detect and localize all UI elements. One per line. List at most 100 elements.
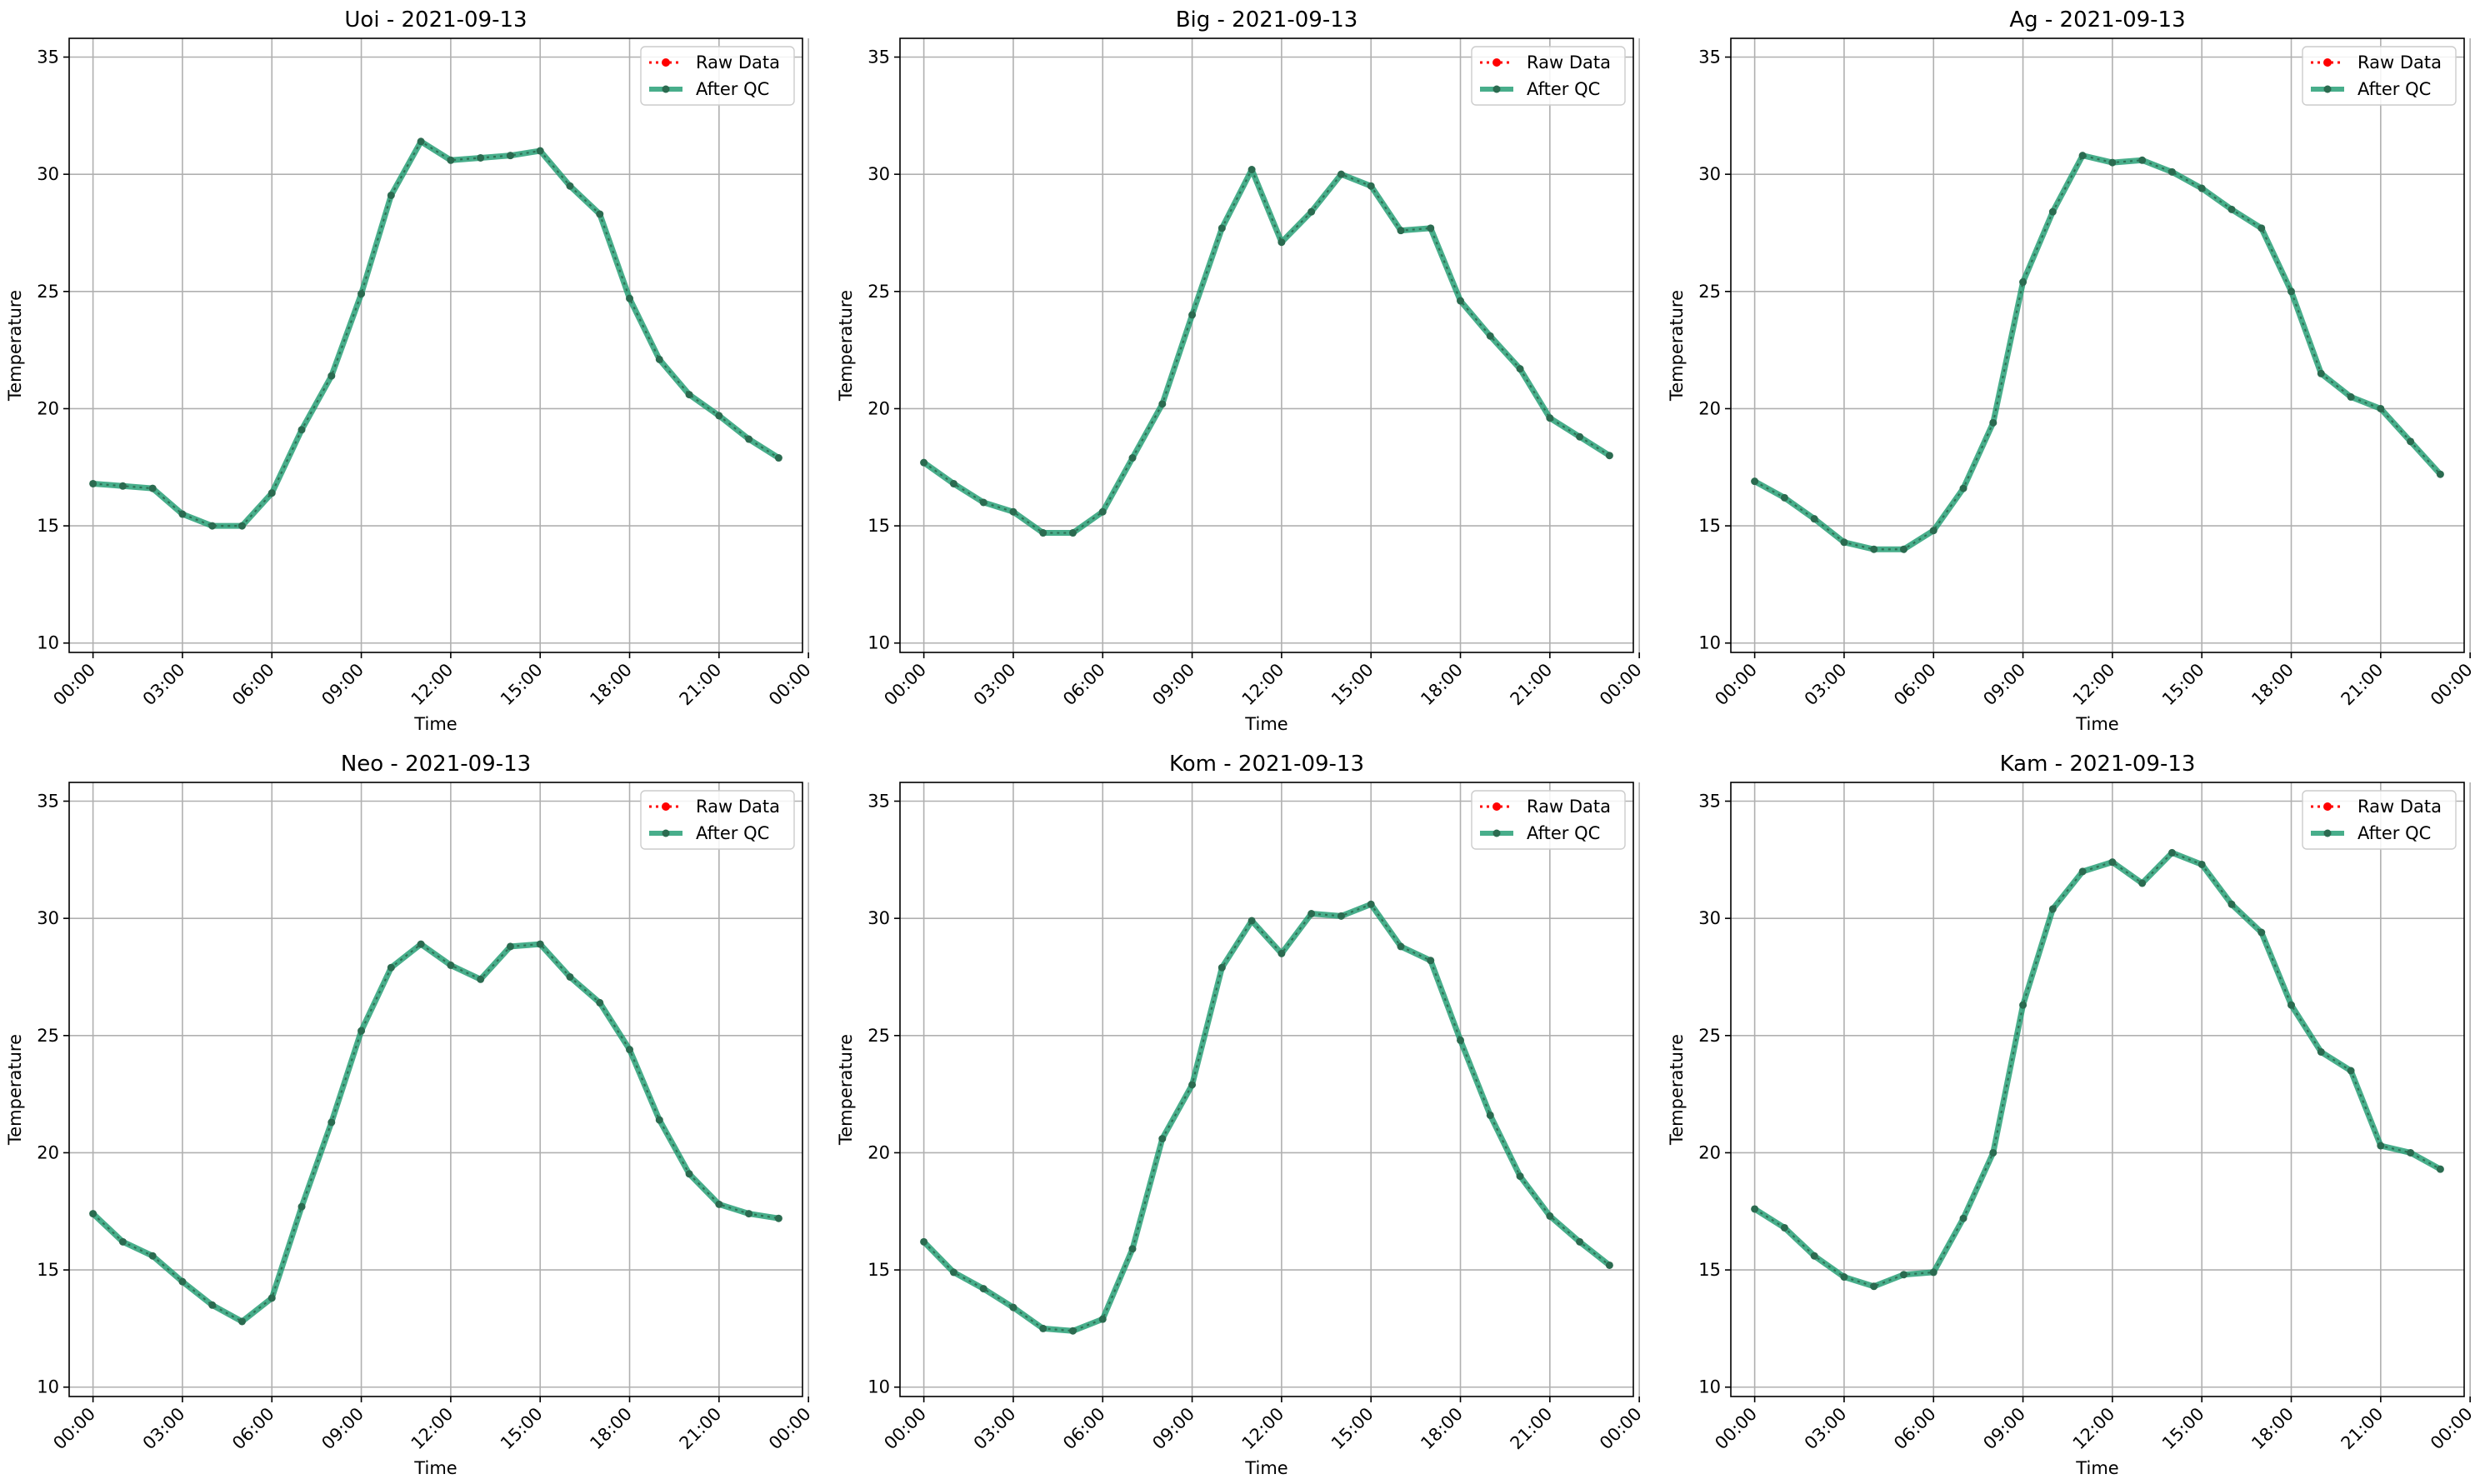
chart-title: Uoi - 2021-09-13	[344, 7, 527, 32]
data-point-raw-data	[1369, 902, 1373, 907]
x-tick-label: 00:00	[765, 660, 815, 710]
data-point-raw-data	[2081, 870, 2084, 873]
x-tick-label: 18:00	[1417, 660, 1467, 710]
axes-frame	[68, 37, 803, 653]
data-point-raw-data	[2111, 161, 2114, 164]
x-tick-label: 00:00	[1596, 660, 1646, 710]
y-tick-label: 15	[37, 516, 59, 536]
data-point-raw-data	[1309, 210, 1313, 213]
data-point-raw-data	[2170, 851, 2174, 855]
data-point-raw-data	[1250, 919, 1253, 922]
legend-label-raw-data: Raw Data	[2358, 797, 2442, 817]
series-line-after-qc	[922, 901, 1612, 1334]
x-tick-label: 12:00	[2069, 1404, 2119, 1454]
data-point-raw-data	[1428, 958, 1432, 962]
y-tick-label: 15	[868, 1260, 890, 1280]
data-point-raw-data	[1071, 1329, 1075, 1333]
y-tick-label: 35	[868, 792, 890, 812]
y-tick-label: 15	[37, 1260, 59, 1280]
x-tick-label: 12:00	[2069, 660, 2119, 710]
data-point-raw-data	[2111, 860, 2114, 864]
legend: Raw Data After QC	[2302, 790, 2457, 850]
data-point-raw-data	[538, 149, 542, 152]
data-point-raw-data	[1369, 184, 1373, 188]
data-point-raw-data	[1902, 547, 1906, 552]
data-point-raw-data	[1902, 1272, 1906, 1277]
y-tick-label: 30	[37, 164, 59, 184]
x-tick-label: 09:00	[318, 1404, 368, 1454]
x-tick-label: 12:00	[408, 1404, 458, 1454]
data-point-raw-data	[508, 153, 512, 157]
data-point-raw-data	[982, 1287, 985, 1291]
data-point-raw-data	[1309, 912, 1313, 916]
y-tick-label: 25	[868, 1026, 890, 1046]
data-point-raw-data	[2200, 187, 2204, 190]
data-point-raw-data	[2021, 1003, 2025, 1007]
legend-marker-raw-data	[2323, 802, 2332, 811]
series-line-after-qc	[92, 138, 781, 529]
data-point-raw-data	[508, 945, 512, 948]
x-tick-label: 15:00	[497, 660, 547, 710]
legend-marker-after-qc	[662, 829, 670, 837]
y-tick-label: 35	[868, 47, 890, 67]
data-point-raw-data	[718, 1202, 721, 1207]
x-tick-label: 15:00	[2158, 660, 2208, 710]
y-tick-label: 30	[1698, 164, 1721, 184]
data-point-raw-data	[1842, 540, 1846, 544]
data-point-raw-data	[1932, 1271, 1936, 1274]
y-tick-label: 10	[37, 1377, 59, 1397]
data-point-raw-data	[329, 374, 333, 377]
data-point-raw-data	[2379, 1144, 2382, 1147]
axes-frame	[1730, 37, 2465, 653]
data-point-raw-data	[1428, 227, 1432, 230]
data-point-raw-data	[240, 524, 244, 527]
y-axis-label: Temperature	[5, 290, 25, 402]
chart-title: Ag - 2021-09-13	[2009, 7, 2185, 32]
data-point-raw-data	[628, 1047, 632, 1052]
y-tick-label: 30	[868, 164, 890, 184]
data-point-raw-data	[2140, 158, 2144, 162]
chart-panel: 10 15 20 25 30 35 00:00 03:00 06:00 09:00 12:00 15:…	[1667, 7, 2477, 734]
y-tick-label: 20	[868, 1142, 890, 1162]
data-point-raw-data	[952, 1271, 956, 1274]
data-point-raw-data	[1548, 416, 1552, 420]
x-tick-label: 18:00	[586, 1404, 636, 1454]
data-point-raw-data	[2259, 227, 2263, 230]
data-point-raw-data	[1041, 1327, 1045, 1331]
y-tick-label: 10	[1698, 1377, 1721, 1397]
data-point-raw-data	[1399, 228, 1402, 232]
data-point-raw-data	[1250, 167, 1253, 172]
x-axis-label: Time	[413, 1458, 457, 1478]
x-tick-label: 12:00	[1238, 1404, 1288, 1454]
legend-marker-raw-data	[662, 58, 670, 67]
data-point-raw-data	[1220, 227, 1224, 230]
y-axis-label: Temperature	[5, 1034, 25, 1146]
data-point-raw-data	[658, 357, 662, 362]
data-point-raw-data	[210, 524, 214, 527]
x-tick-label: 06:00	[1059, 1404, 1109, 1454]
x-tick-label: 09:00	[1148, 1404, 1198, 1454]
data-point-raw-data	[777, 456, 781, 460]
data-point-raw-data	[2319, 1050, 2323, 1054]
x-tick-label: 03:00	[139, 660, 189, 710]
data-point-raw-data	[478, 977, 482, 982]
legend: Raw Data After QC	[640, 790, 795, 850]
data-point-raw-data	[1458, 299, 1462, 302]
x-tick-label: 21:00	[676, 660, 726, 710]
data-point-raw-data	[2081, 153, 2084, 157]
y-tick-label: 25	[868, 282, 890, 302]
chart-title: Kom - 2021-09-13	[1169, 752, 1364, 777]
legend-label-raw-data: Raw Data	[696, 52, 780, 72]
x-tick-label: 09:00	[1979, 1404, 2029, 1454]
data-point-raw-data	[270, 1297, 274, 1300]
data-point-raw-data	[2289, 1003, 2293, 1007]
x-tick-label: 12:00	[408, 660, 458, 710]
data-point-raw-data	[121, 1240, 125, 1244]
chart-title: Neo - 2021-09-13	[341, 752, 531, 777]
data-point-raw-data	[982, 501, 985, 504]
chart-panel: 10 15 20 25 30 35 00:00 03:00 06:00 09:00 12:00 15:…	[5, 7, 815, 734]
data-point-raw-data	[2408, 440, 2412, 443]
data-point-raw-data	[1578, 435, 1582, 439]
data-point-raw-data	[1458, 1038, 1462, 1042]
x-axis-label: Time	[1244, 714, 1288, 734]
